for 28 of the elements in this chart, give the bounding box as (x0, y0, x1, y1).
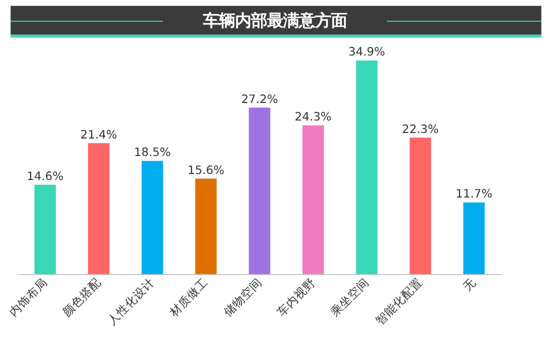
x-tick-label: 智能化配置 (372, 275, 426, 328)
x-tick-label: 材质做工 (166, 275, 211, 320)
x-tick-label: 颜色搭配 (60, 275, 104, 320)
bar (248, 108, 270, 274)
data-label: 15.6% (188, 162, 224, 177)
x-tick-label: 人性化设计 (104, 275, 158, 328)
data-label: 27.2% (241, 92, 278, 106)
data-label: 11.7% (456, 186, 492, 201)
x-tick-label: 车内视野 (274, 275, 318, 320)
data-label: 21.4% (80, 127, 118, 142)
x-tick-label: 储物空间 (220, 275, 264, 320)
x-tick-label: 无 (460, 275, 479, 294)
bar (356, 60, 378, 274)
bar (88, 143, 110, 274)
data-label: 14.6% (26, 168, 64, 183)
bar (142, 160, 164, 274)
data-label: 24.3% (294, 110, 332, 124)
bar (34, 184, 56, 274)
x-tick-label: 内饰布局 (6, 275, 50, 320)
bar (463, 202, 485, 274)
bar (302, 125, 324, 274)
x-tick-label: 乘坐空间 (328, 275, 372, 320)
chart-title: 车辆内部最满意方面 (202, 11, 347, 30)
bar (410, 138, 432, 274)
data-label: 22.3% (402, 122, 439, 136)
bar (195, 178, 217, 274)
data-label: 18.5% (134, 145, 171, 160)
data-label: 34.9% (348, 44, 386, 59)
